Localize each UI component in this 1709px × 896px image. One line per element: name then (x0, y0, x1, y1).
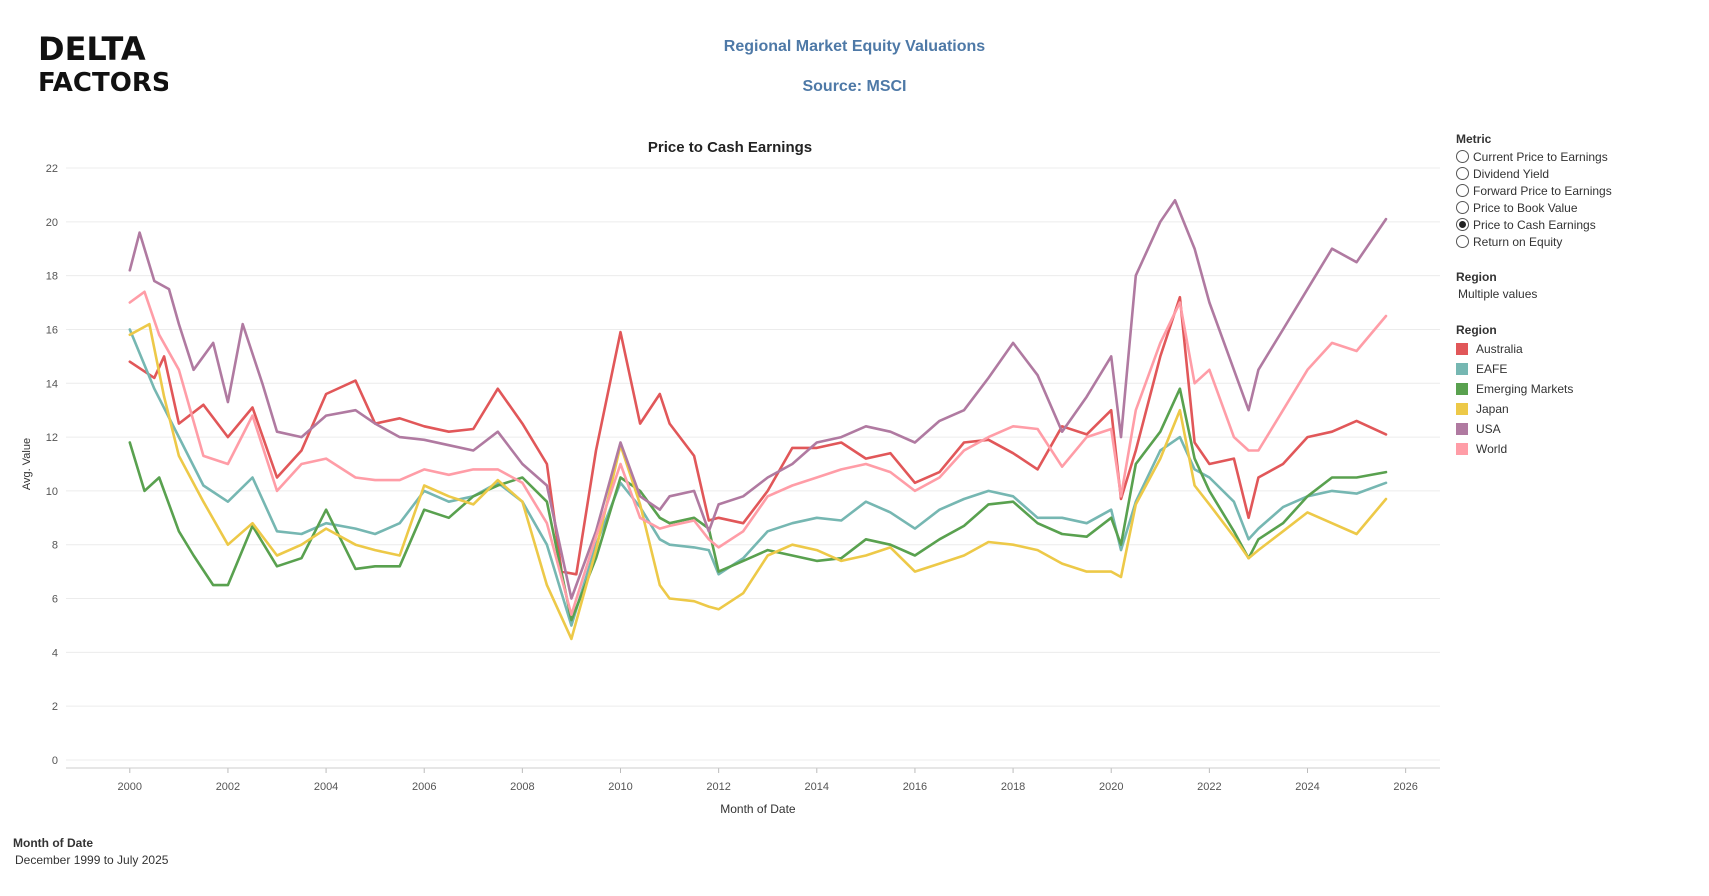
metric-option[interactable]: Dividend Yield (1456, 165, 1706, 182)
legend-item[interactable]: Japan (1456, 399, 1706, 419)
date-range-label: Month of Date (13, 836, 93, 850)
x-tick-label: 2026 (1393, 781, 1417, 793)
region-filter-value[interactable]: Multiple values (1458, 287, 1538, 301)
radio-button[interactable] (1456, 167, 1469, 180)
metric-option-label: Forward Price to Earnings (1473, 183, 1612, 198)
x-axis-label: Month of Date (720, 802, 796, 816)
x-tick-label: 2024 (1295, 781, 1319, 793)
x-tick-label: 2014 (805, 781, 829, 793)
x-axis-ticks: 2000 2002 2004 2006 2008 2010 2012 2014 2016 2018… (118, 768, 1418, 793)
legend-item[interactable]: Australia (1456, 339, 1706, 359)
metric-option-label: Price to Book Value (1473, 200, 1578, 215)
y-tick-label: 0 (52, 755, 58, 767)
y-tick-label: 10 (46, 486, 58, 498)
metric-option[interactable]: Forward Price to Earnings (1456, 182, 1706, 199)
series-line-australia[interactable] (128, 295, 1388, 576)
page-source: Source: MSCI (802, 78, 907, 95)
y-tick-label: 8 (52, 540, 58, 552)
radio-button[interactable] (1456, 218, 1469, 231)
x-tick-label: 2002 (216, 781, 240, 793)
x-tick-label: 2006 (412, 781, 436, 793)
y-tick-label: 4 (52, 647, 58, 659)
x-tick-label: 2020 (1099, 781, 1123, 793)
y-axis-label: Avg. Value (21, 438, 33, 490)
logo-line2: FACTORS (38, 68, 168, 94)
legend-label: Australia (1476, 342, 1523, 356)
series-line-eafe[interactable] (128, 328, 1388, 627)
metric-option-label: Current Price to Earnings (1473, 149, 1608, 164)
legend-swatch (1456, 383, 1468, 395)
radio-button[interactable] (1456, 150, 1469, 163)
x-tick-label: 2018 (1001, 781, 1025, 793)
series-line-usa[interactable] (128, 199, 1388, 600)
metric-option-label: Dividend Yield (1473, 166, 1550, 181)
x-tick-label: 2008 (510, 781, 534, 793)
metric-option[interactable]: Return on Equity (1456, 233, 1706, 250)
legend-label: World (1476, 442, 1508, 456)
metric-option-label: Price to Cash Earnings (1473, 217, 1596, 232)
metric-title: Metric (1456, 132, 1492, 146)
y-tick-label: 22 (46, 163, 58, 175)
radio-button[interactable] (1456, 184, 1469, 197)
y-tick-label: 2 (52, 701, 58, 713)
date-range-value: December 1999 to July 2025 (15, 853, 169, 867)
legend-label: Japan (1476, 402, 1509, 416)
legend-swatch (1456, 363, 1468, 375)
legend-label: EAFE (1476, 362, 1508, 376)
x-tick-label: 2022 (1197, 781, 1221, 793)
legend-label: Emerging Markets (1476, 382, 1574, 396)
legend-swatch (1456, 403, 1468, 415)
y-tick-label: 16 (46, 324, 58, 336)
legend-swatch (1456, 343, 1468, 355)
radio-button[interactable] (1456, 201, 1469, 214)
legend-title: Region (1456, 323, 1497, 337)
legend: Australia EAFE Emerging Markets Japan USA Wor… (1456, 339, 1706, 459)
series-line-emerging-markets[interactable] (128, 387, 1388, 622)
logo-line1: DELTA (38, 32, 146, 68)
page-title: Regional Market Equity Valuations (723, 38, 986, 55)
side-panel: Metric Current Price to Earnings Dividend… (1456, 132, 1706, 459)
x-tick-label: 2010 (608, 781, 632, 793)
y-axis-ticks: 0 2 4 6 8 10 12 14 16 18 20 22 (46, 163, 58, 767)
radio-button[interactable] (1456, 235, 1469, 248)
metric-option-label: Return on Equity (1473, 234, 1563, 249)
legend-swatch (1456, 443, 1468, 455)
x-tick-label: 2016 (903, 781, 927, 793)
y-tick-label: 20 (46, 217, 58, 229)
metric-option[interactable]: Current Price to Earnings (1456, 148, 1706, 165)
y-tick-label: 18 (46, 271, 58, 283)
series-line-japan[interactable] (128, 322, 1388, 641)
legend-item[interactable]: World (1456, 439, 1706, 459)
y-tick-label: 14 (46, 378, 58, 390)
metric-option[interactable]: Price to Cash Earnings (1456, 216, 1706, 233)
chart-title: Price to Cash Earnings (647, 139, 813, 156)
legend-item[interactable]: Emerging Markets (1456, 379, 1706, 399)
metric-option[interactable]: Price to Book Value (1456, 199, 1706, 216)
legend-label: USA (1476, 422, 1501, 436)
x-tick-label: 2004 (314, 781, 338, 793)
legend-swatch (1456, 423, 1468, 435)
metric-options: Current Price to Earnings Dividend Yield F… (1456, 148, 1706, 250)
series-line-world[interactable] (128, 290, 1388, 617)
x-tick-label: 2012 (706, 781, 730, 793)
y-tick-label: 12 (46, 432, 58, 444)
y-tick-label: 6 (52, 594, 58, 606)
series-lines (128, 199, 1388, 641)
region-filter-title: Region (1456, 270, 1497, 284)
legend-item[interactable]: USA (1456, 419, 1706, 439)
x-tick-label: 2000 (118, 781, 142, 793)
delta-factors-logo: DELTA FACTORS (38, 32, 168, 94)
legend-item[interactable]: EAFE (1456, 359, 1706, 379)
gridlines (66, 167, 1440, 761)
